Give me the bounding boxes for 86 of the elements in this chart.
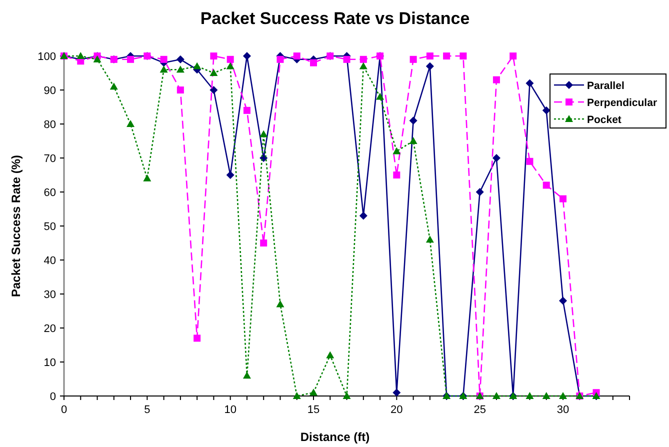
point	[293, 52, 300, 60]
point	[392, 147, 401, 154]
point	[492, 392, 500, 399]
point	[110, 82, 118, 90]
point	[426, 62, 434, 70]
y-tick-label: 40	[44, 255, 56, 267]
point	[426, 236, 434, 243]
point	[126, 120, 135, 127]
x-axis-title: Distance (ft)	[300, 430, 370, 444]
point	[193, 62, 202, 70]
point	[276, 300, 284, 308]
x-tick-label: 10	[224, 404, 236, 416]
point	[210, 86, 218, 94]
point	[526, 392, 534, 399]
point	[160, 66, 168, 73]
point	[376, 92, 384, 100]
point	[276, 56, 284, 63]
point	[176, 66, 184, 73]
point	[160, 56, 168, 63]
point	[492, 76, 500, 84]
point	[176, 86, 184, 94]
point	[242, 372, 251, 379]
y-tick-label: 0	[50, 391, 56, 403]
point	[359, 212, 368, 220]
y-tick-label: 70	[44, 153, 56, 165]
point	[343, 56, 350, 63]
point	[542, 392, 550, 399]
y-tick-label: 10	[44, 357, 56, 369]
point	[409, 137, 418, 144]
x-tick-label: 5	[144, 404, 150, 416]
point	[510, 52, 517, 60]
point	[526, 158, 534, 165]
point	[76, 52, 85, 59]
point	[176, 55, 184, 64]
y-tick-label: 20	[44, 323, 56, 335]
point	[310, 59, 317, 66]
y-tick-label: 50	[44, 221, 56, 233]
legend-label: Parallel	[587, 80, 624, 92]
point	[260, 130, 268, 138]
point	[560, 195, 566, 202]
point	[359, 62, 368, 70]
x-tick-label: 30	[556, 404, 570, 416]
point	[226, 171, 234, 179]
point	[392, 388, 401, 397]
point	[326, 351, 334, 358]
point	[426, 52, 434, 60]
point	[243, 106, 250, 114]
point	[292, 392, 301, 399]
point	[559, 296, 567, 305]
point	[242, 52, 251, 60]
point	[194, 334, 201, 342]
x-tick-label: 25	[474, 404, 486, 416]
point	[542, 182, 550, 189]
point	[210, 52, 218, 60]
point	[93, 55, 102, 62]
point	[226, 62, 234, 70]
point	[542, 106, 550, 114]
point	[310, 388, 318, 396]
legend-label: Pocket	[587, 114, 622, 126]
point	[492, 154, 500, 162]
point	[409, 116, 418, 125]
x-tick-label: 20	[390, 404, 403, 416]
point	[210, 69, 218, 76]
point	[360, 56, 367, 63]
y-tick-label: 30	[44, 289, 56, 301]
y-tick-label: 60	[44, 187, 56, 199]
chart-title: Packet Success Rate vs Distance	[200, 9, 470, 28]
point	[342, 392, 351, 399]
point	[559, 392, 567, 399]
point	[393, 172, 400, 178]
legend-label: Perpendicular	[587, 97, 658, 109]
point	[526, 79, 534, 88]
point	[143, 174, 152, 182]
point	[443, 52, 450, 60]
point	[476, 188, 484, 196]
y-axis-title: Packet Success Rate (%)	[9, 154, 23, 298]
point	[460, 52, 467, 60]
x-tick-label: 15	[307, 404, 320, 416]
x-tick-label: 0	[60, 404, 68, 416]
y-tick-label: 100	[38, 51, 56, 63]
point	[226, 56, 234, 63]
point	[410, 56, 417, 63]
y-tick-label: 90	[44, 85, 56, 97]
y-tick-label: 80	[44, 119, 56, 131]
point	[127, 56, 134, 63]
point	[260, 240, 268, 246]
